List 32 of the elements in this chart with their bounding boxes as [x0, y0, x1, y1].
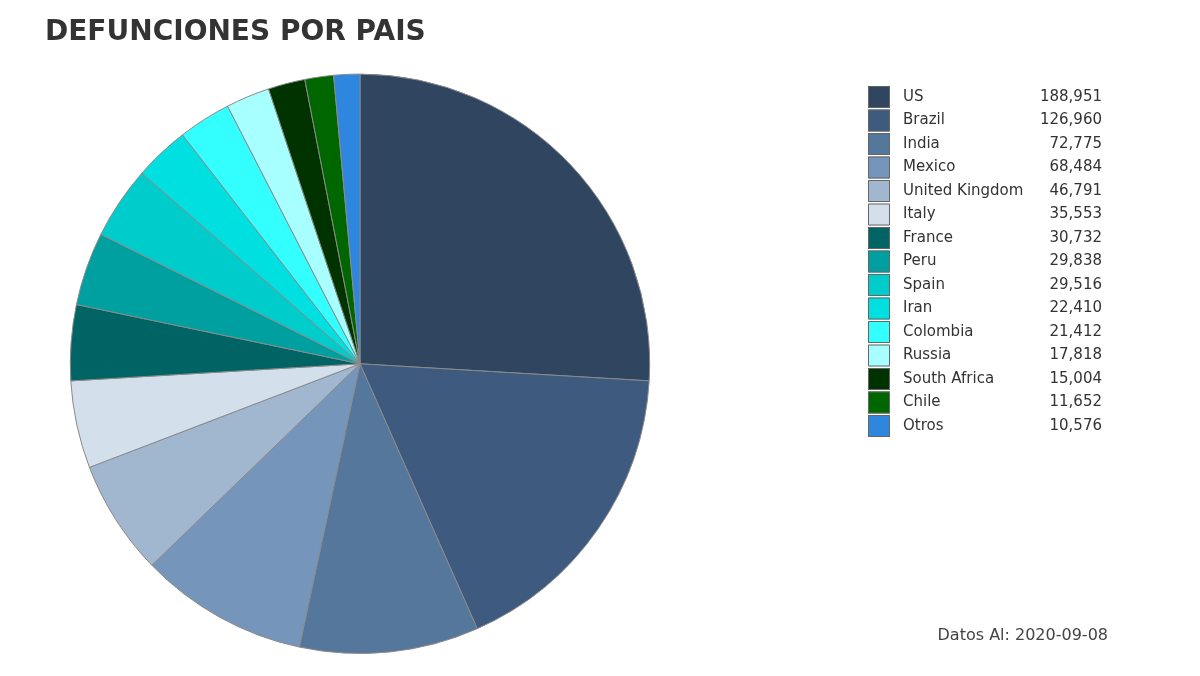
data-label: 68,484	[1049, 157, 1102, 176]
data-label: 21,412	[1049, 321, 1102, 340]
legend-label: United Kingdom	[903, 180, 1024, 199]
data-label: 15,004	[1049, 368, 1102, 387]
data-label: 29,838	[1049, 251, 1102, 270]
legend-label: South Africa	[903, 368, 995, 387]
data-label: 30,732	[1049, 227, 1102, 246]
legend-label: US	[903, 86, 924, 105]
chart-title: DEFUNCIONES POR PAIS	[45, 14, 426, 48]
data-label: 35,553	[1049, 204, 1102, 223]
legend-label: Russia	[903, 345, 952, 364]
data-label: 188,951	[1039, 86, 1102, 105]
legend-label: Chile	[903, 392, 941, 411]
data-label: 126,960	[1039, 110, 1102, 129]
data-label: 17,818	[1049, 345, 1102, 364]
legend-label: Iran	[903, 298, 933, 317]
legend-label: Italy	[903, 204, 936, 223]
text: Datos Al: 2020-09-08	[937, 625, 1108, 645]
legend-label: India	[903, 133, 940, 152]
data-label: 46,791	[1049, 180, 1102, 199]
legend-label: Spain	[903, 274, 945, 293]
legend-label: Otros	[903, 415, 944, 434]
data-label: 22,410	[1049, 298, 1102, 317]
data-label: 10,576	[1049, 415, 1102, 434]
legend-label: Brazil	[903, 110, 945, 129]
legend-label: Peru	[903, 251, 937, 270]
legend-label: France	[903, 227, 953, 246]
data-label: 72,775	[1049, 133, 1102, 152]
legend-label: Mexico	[903, 157, 956, 176]
data-label: 29,516	[1049, 274, 1102, 293]
legend-label: Colombia	[903, 321, 974, 340]
data-label: 11,652	[1049, 392, 1102, 411]
